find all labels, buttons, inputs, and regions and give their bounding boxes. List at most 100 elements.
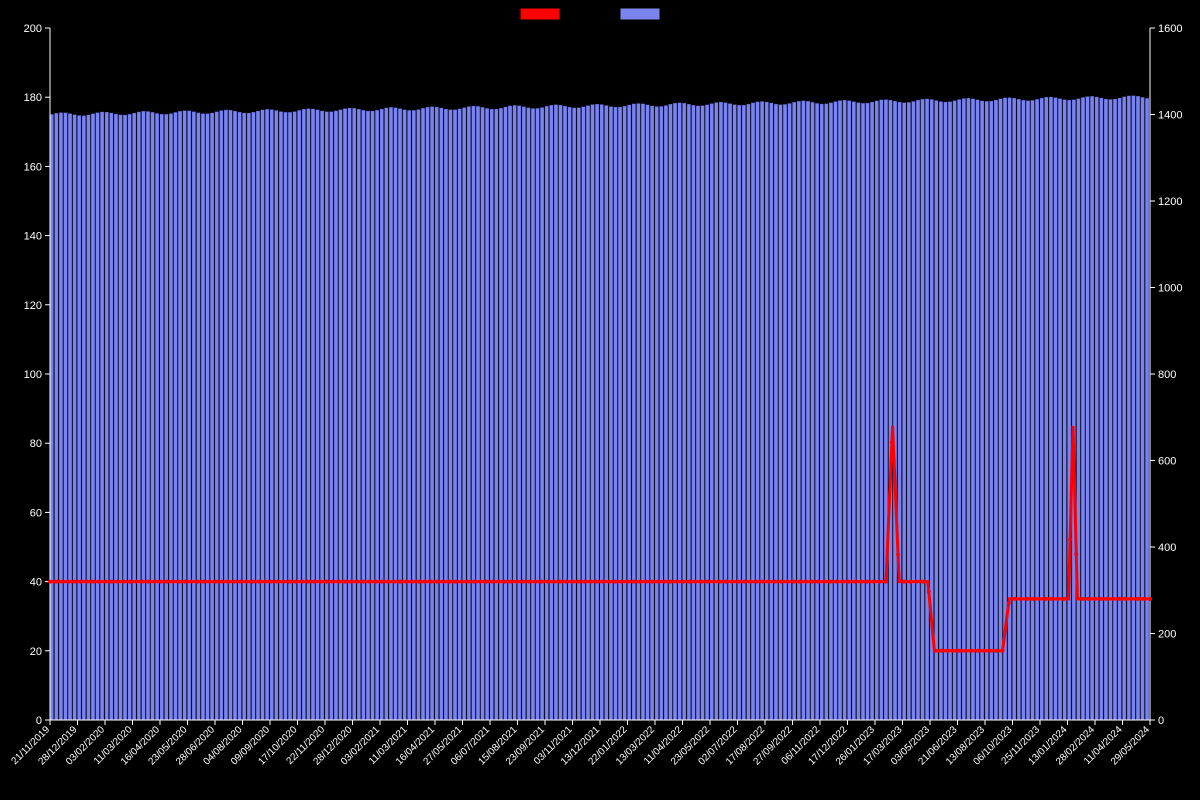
bar (1008, 98, 1011, 720)
line-marker (515, 580, 519, 584)
line-marker (570, 580, 574, 584)
line-marker (964, 649, 968, 653)
line-marker (171, 580, 175, 584)
bar (756, 102, 759, 720)
bar (362, 110, 365, 720)
bar (330, 112, 333, 720)
bar (490, 109, 493, 720)
line-marker (343, 580, 347, 584)
bar (320, 111, 323, 720)
line-marker (1050, 597, 1054, 601)
bar (980, 101, 983, 720)
bar (206, 114, 209, 720)
line-marker (1111, 597, 1115, 601)
line-marker (736, 580, 740, 584)
bar (398, 109, 401, 720)
bar (1049, 97, 1052, 720)
bar (733, 105, 736, 720)
bar (210, 113, 213, 720)
left-tick-label: 0 (36, 715, 42, 727)
bar (898, 102, 901, 720)
bar (151, 112, 154, 720)
bar (1113, 99, 1116, 720)
line-marker (257, 580, 261, 584)
bar (971, 99, 974, 720)
line-marker (632, 580, 636, 584)
bar (68, 114, 71, 720)
line-marker (822, 580, 826, 584)
bar (582, 107, 585, 720)
bar (527, 108, 530, 720)
bar (518, 106, 521, 720)
bar (408, 110, 411, 720)
bar (683, 103, 686, 720)
bar (229, 110, 232, 720)
bar (522, 107, 525, 720)
line-marker (245, 580, 249, 584)
bar (1077, 99, 1080, 720)
line-marker (576, 580, 580, 584)
line-marker (859, 580, 863, 584)
bar (1068, 100, 1071, 720)
bar (353, 108, 356, 720)
line-marker (152, 580, 156, 584)
left-tick-label: 80 (30, 438, 42, 450)
line-marker (626, 580, 630, 584)
line-marker (411, 580, 415, 584)
line-marker (853, 580, 857, 584)
bar (793, 102, 796, 720)
bar (1109, 100, 1112, 721)
bar (385, 108, 388, 720)
line-marker (994, 649, 998, 653)
line-marker (128, 580, 132, 584)
bar (1054, 98, 1057, 720)
line-marker (644, 580, 648, 584)
bar (252, 112, 255, 720)
dual-axis-chart: 0204060801001201401601802000200400600800… (0, 0, 1200, 800)
bar (751, 103, 754, 720)
line-marker (318, 580, 322, 584)
bar (1141, 97, 1144, 720)
line-marker (232, 580, 236, 584)
bar (334, 111, 337, 720)
line-marker (939, 649, 943, 653)
left-tick-label: 160 (24, 161, 42, 173)
bar (903, 103, 906, 720)
bar (146, 112, 149, 720)
bar (426, 107, 429, 720)
line-marker (392, 580, 396, 584)
line-marker (927, 590, 931, 594)
line-marker (497, 580, 501, 584)
bar (1104, 99, 1107, 720)
line-marker (865, 580, 869, 584)
bar (719, 102, 722, 720)
left-tick-label: 100 (24, 369, 42, 381)
bar (783, 104, 786, 720)
line-marker (706, 580, 710, 584)
bar (765, 102, 768, 720)
line-marker (454, 580, 458, 584)
bar (224, 110, 227, 720)
line-marker (478, 580, 482, 584)
bar (880, 100, 883, 720)
bar (742, 105, 745, 720)
bar (265, 109, 268, 720)
bar (967, 98, 970, 720)
line-marker (521, 580, 525, 584)
line-marker (1099, 597, 1103, 601)
left-tick-label: 120 (24, 300, 42, 312)
bar (985, 101, 988, 720)
line-marker (699, 580, 703, 584)
line-marker (183, 580, 187, 584)
bar (1013, 98, 1016, 720)
bar (811, 102, 814, 720)
bar (133, 113, 136, 720)
bar (481, 107, 484, 720)
bar (1100, 98, 1103, 720)
line-marker (355, 580, 359, 584)
bar (343, 109, 346, 720)
bar (540, 108, 543, 720)
line-marker (79, 580, 83, 584)
line-marker (1105, 597, 1109, 601)
bar (380, 109, 383, 720)
